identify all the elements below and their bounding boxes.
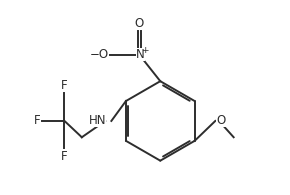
Text: O: O — [135, 17, 144, 30]
Text: HN: HN — [89, 114, 106, 128]
Text: F: F — [34, 114, 40, 128]
Text: F: F — [61, 79, 68, 92]
Text: F: F — [61, 150, 68, 163]
Text: O: O — [216, 114, 226, 128]
Text: N: N — [136, 48, 145, 61]
Text: +: + — [141, 46, 148, 55]
Text: −O: −O — [90, 48, 109, 61]
